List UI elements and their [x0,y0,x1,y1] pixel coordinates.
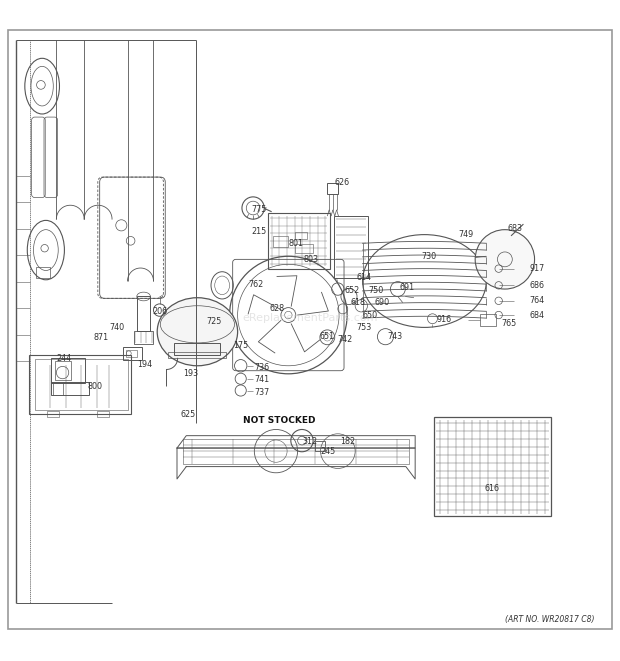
Bar [434,417,551,516]
Bar [35,359,128,410]
Bar [273,236,288,247]
Bar [315,442,325,451]
Bar [51,382,89,395]
Bar [183,439,409,463]
Text: 800: 800 [88,381,103,391]
Text: eReplacementParts.com: eReplacementParts.com [242,313,378,323]
Text: 741: 741 [254,375,270,385]
Text: NOT STOCKED: NOT STOCKED [243,416,316,425]
Bar [137,297,151,330]
Text: 683: 683 [508,224,523,233]
Text: 215: 215 [252,227,267,236]
Text: 762: 762 [248,280,264,289]
Bar [123,347,142,360]
Text: 730: 730 [422,252,436,261]
Text: 691: 691 [400,283,415,292]
Text: 626: 626 [335,178,350,186]
Bar [268,213,330,268]
Text: 616: 616 [485,484,500,492]
Text: 737: 737 [254,388,270,397]
Text: 628: 628 [270,304,285,313]
Bar [51,358,86,383]
Circle shape [475,229,534,289]
Text: 182: 182 [340,438,355,446]
Bar [168,352,226,358]
Bar [334,216,368,278]
Text: 193: 193 [183,369,198,378]
Text: 736: 736 [254,363,270,372]
Text: (ART NO. WR20817 C8): (ART NO. WR20817 C8) [505,615,595,625]
Bar [294,231,307,239]
Bar [294,244,313,253]
Bar [47,411,60,417]
Bar [174,343,220,355]
Text: 916: 916 [437,315,452,325]
Text: 206: 206 [153,307,167,317]
Text: 749: 749 [458,230,474,239]
Text: 244: 244 [56,354,72,363]
Bar [29,355,131,414]
Text: 917: 917 [529,264,545,273]
Text: 194: 194 [137,360,153,369]
Text: 625: 625 [180,410,195,418]
Text: 245: 245 [321,447,336,455]
Text: 753: 753 [356,323,371,332]
Text: 803: 803 [304,255,319,264]
Bar [134,330,154,344]
Text: 725: 725 [206,317,222,326]
Text: 312: 312 [303,438,317,446]
Text: 764: 764 [529,296,545,305]
Bar [55,362,71,380]
Text: 684: 684 [529,311,544,319]
Bar [327,183,339,194]
Bar [36,267,50,278]
Text: 742: 742 [338,335,353,344]
Text: 650: 650 [363,311,378,319]
Text: 740: 740 [109,323,125,332]
Text: 618: 618 [350,298,365,307]
Text: 750: 750 [369,286,384,295]
Text: 175: 175 [232,342,248,350]
Bar [480,315,495,326]
Text: 614: 614 [356,274,371,282]
Text: 775: 775 [251,206,267,214]
Text: 686: 686 [529,282,544,290]
Text: 765: 765 [502,319,517,328]
Ellipse shape [157,297,237,366]
Text: 743: 743 [388,332,402,341]
Text: 690: 690 [375,298,390,307]
Bar [97,411,109,417]
Text: 651: 651 [319,332,334,341]
Bar [126,350,137,357]
Text: 801: 801 [288,239,303,249]
Text: 652: 652 [344,286,359,295]
Text: 871: 871 [94,333,109,342]
